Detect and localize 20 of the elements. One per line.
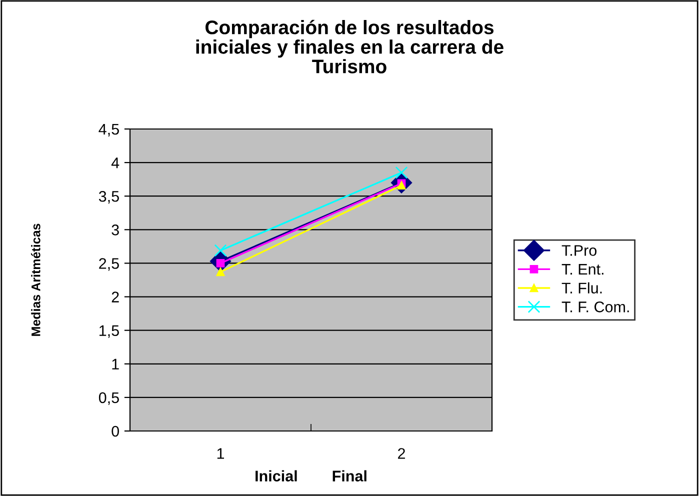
y-tick-label: 0 bbox=[112, 426, 119, 437]
y-tick-label: 1,5 bbox=[100, 325, 119, 338]
y-tick-label: 3,5 bbox=[98, 190, 119, 204]
legend-label: T. Flu. bbox=[562, 282, 602, 294]
y-tick-label: 0,5 bbox=[98, 392, 119, 405]
y-tick-label: 3 bbox=[112, 224, 119, 236]
y-tick-label: 2 bbox=[112, 292, 119, 302]
y-axis-title: Medias Aritméticas bbox=[31, 224, 40, 336]
y-tick-label: 2,5 bbox=[99, 258, 119, 271]
legend-label: T. Ent. bbox=[562, 264, 604, 275]
legend-label: T.Pro bbox=[562, 245, 596, 256]
point bbox=[395, 166, 408, 179]
y-tick-label: 4 bbox=[111, 158, 120, 168]
point bbox=[216, 268, 225, 276]
y-tick-label: 1 bbox=[112, 358, 119, 370]
x-axis-title: Inicial Final bbox=[256, 470, 366, 482]
y-tick-label: 4,5 bbox=[98, 124, 119, 136]
point bbox=[214, 244, 227, 257]
chart-title: Comparación de los resultados iniciales y finales en la carrera de Turismo bbox=[196, 20, 504, 74]
legend-label: T. F. Com. bbox=[562, 302, 629, 312]
